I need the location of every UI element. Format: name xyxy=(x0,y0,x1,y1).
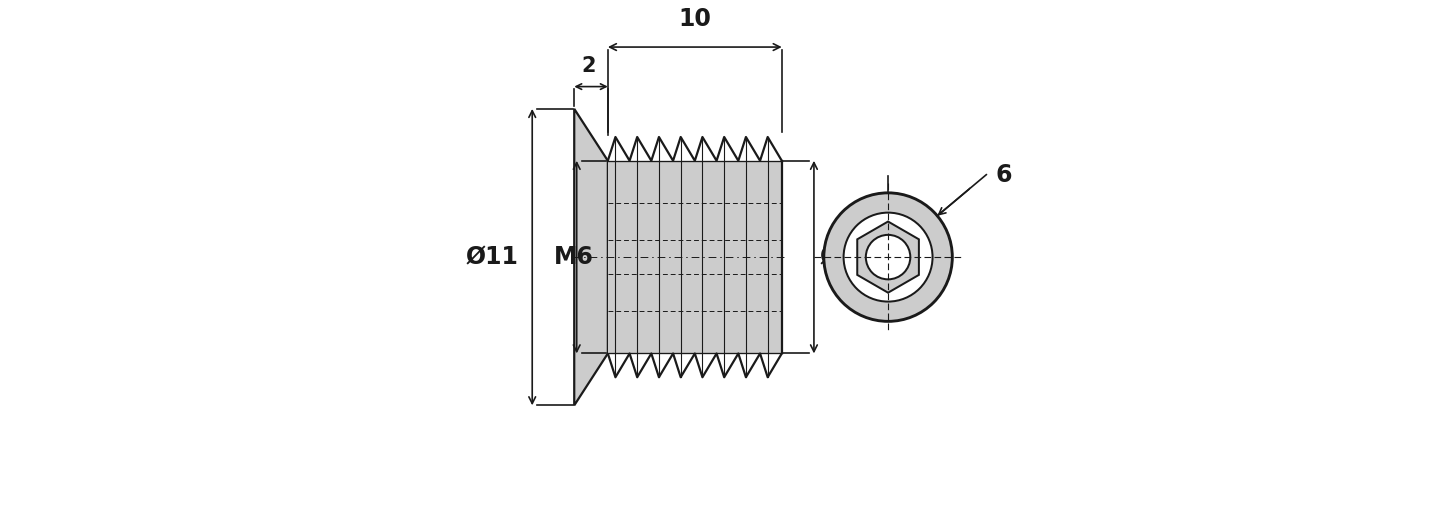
Text: 10: 10 xyxy=(678,7,711,31)
Text: Ø11: Ø11 xyxy=(465,245,519,269)
Circle shape xyxy=(866,235,910,279)
Text: M6: M6 xyxy=(555,245,594,269)
Polygon shape xyxy=(574,109,608,406)
Text: 2: 2 xyxy=(581,56,595,76)
Polygon shape xyxy=(857,222,919,293)
Polygon shape xyxy=(608,161,782,353)
Circle shape xyxy=(844,212,932,302)
Circle shape xyxy=(824,193,952,321)
Text: Ø9,5: Ø9,5 xyxy=(819,245,881,269)
Text: 6: 6 xyxy=(996,163,1011,187)
